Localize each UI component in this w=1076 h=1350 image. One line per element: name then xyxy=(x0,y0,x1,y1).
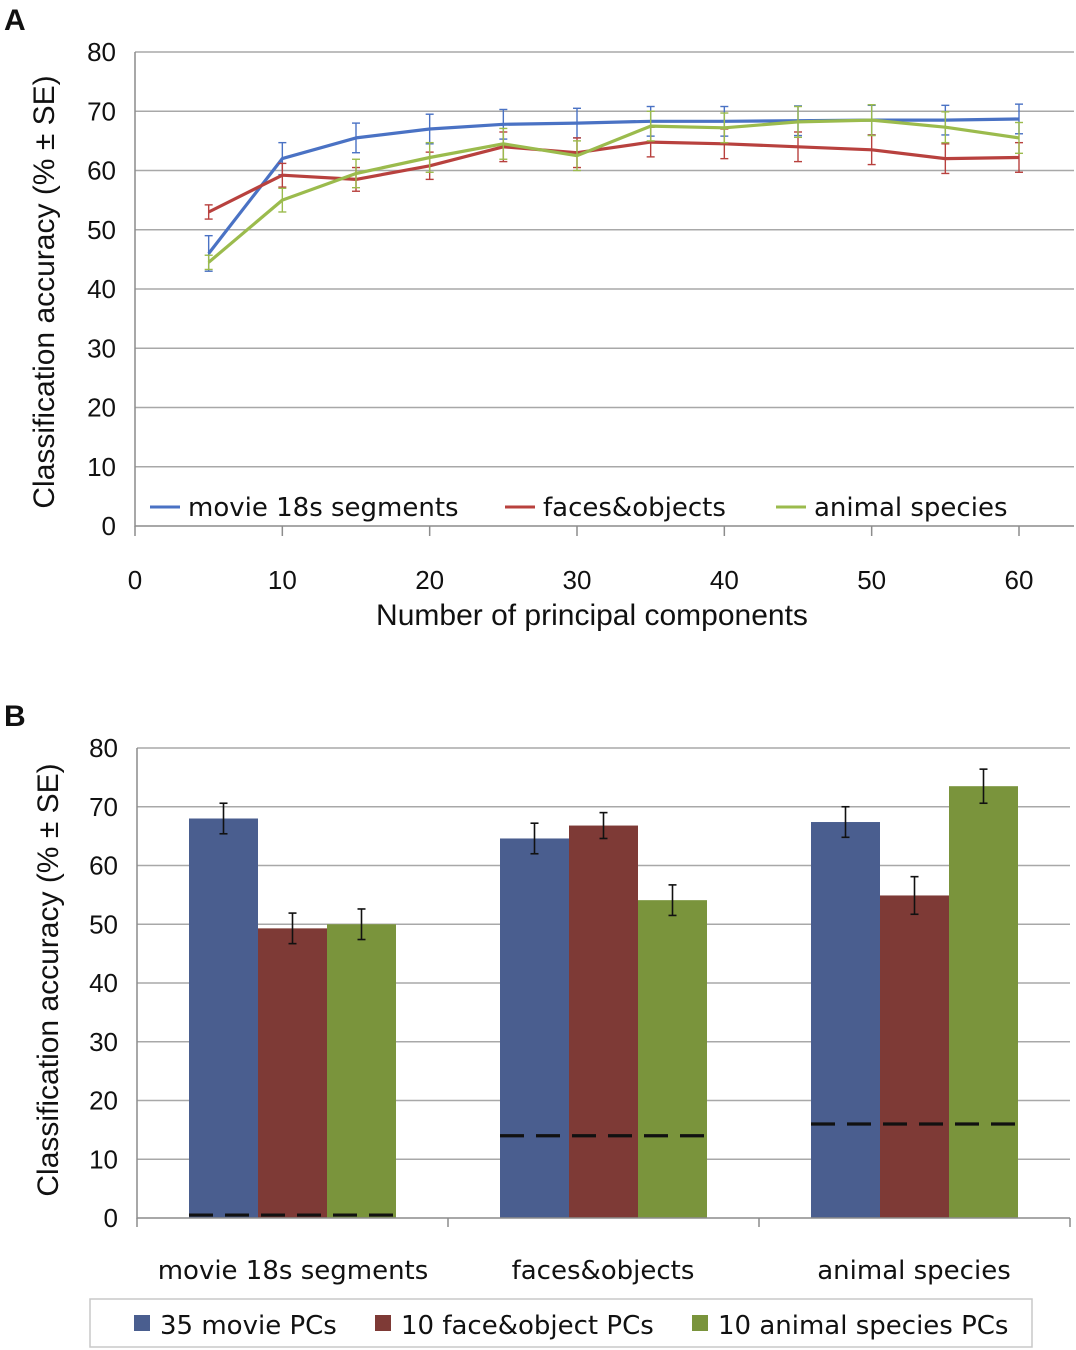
legend-swatch-10-face-object-pcs xyxy=(375,1315,391,1331)
errorbar-animal-species-10-animal-species-pcs xyxy=(979,768,988,805)
x-tick-label-60: 60 xyxy=(1005,565,1034,595)
errorbar-animal-species-20 xyxy=(425,141,434,173)
errorbar-animal-species-30 xyxy=(573,140,581,172)
legend-label-35-movie-pcs: 35 movie PCs xyxy=(160,1311,337,1341)
errorbar-animal-species-60 xyxy=(1015,121,1023,155)
panel-a-y-ticks: 0 10 20 30 40 50 60 70 80 xyxy=(87,37,116,541)
errorbar-faces-objects-55 xyxy=(941,143,950,175)
bar-movie-18s-segments-35-movie-pcs xyxy=(189,818,258,1218)
bar-movie-18s-segments-10-animal-species-pcs xyxy=(327,924,396,1218)
legend-box xyxy=(89,1298,1033,1348)
bar-group-movie-18s-segments xyxy=(189,802,396,1218)
category-label-faces-objects: faces&objects xyxy=(512,1256,695,1286)
errorbar-faces-objects-10-animal-species-pcs xyxy=(668,884,677,917)
bar-group-animal-species xyxy=(811,768,1018,1218)
errorbar-movie-18s-segments-35-movie-pcs xyxy=(219,802,228,835)
panel-b-bar-chart: B 0 10 20 30 40 50 60 70 80 movie 18s segments f… xyxy=(4,700,1071,1348)
errorbar-animal-species-40 xyxy=(720,112,729,144)
line-animal-species xyxy=(207,118,1020,264)
errorbar-faces-objects-5 xyxy=(204,204,213,220)
x-tick-label-40: 40 xyxy=(710,565,739,595)
panel-a-y-axis-title: Classification accuracy (% ± SE) xyxy=(28,75,61,508)
bar-animal-species-35-movie-pcs xyxy=(811,822,880,1218)
panel-b-category-labels: movie 18s segments faces&objects animal … xyxy=(158,1256,1011,1286)
errorbar-animal-species-10-face-object-pcs xyxy=(910,875,919,916)
errorbar-movie-18s-segments-10-face-object-pcs xyxy=(288,912,297,945)
errorbar-faces-objects-10-face-object-pcs xyxy=(599,811,608,840)
y-tick-label-0: 0 xyxy=(102,511,116,541)
line-movie-18s-segments xyxy=(207,117,1020,255)
y-tick-label-20: 20 xyxy=(87,393,116,423)
errorbar-movie-18s-segments-10-animal-species-pcs xyxy=(357,908,366,941)
errorbar-animal-species-35 xyxy=(646,110,655,142)
y-tick-label-40: 40 xyxy=(87,274,116,304)
errorbar-animal-species-25 xyxy=(499,127,508,160)
y-tick-label-50: 50 xyxy=(87,215,116,245)
errorbar-animal-species-45 xyxy=(794,105,802,139)
x-tick-label-0: 0 xyxy=(128,565,142,595)
legend-label-animal-species: animal species xyxy=(814,493,1008,523)
y-tick-label-70: 70 xyxy=(89,792,118,822)
category-label-movie: movie 18s segments xyxy=(158,1256,429,1286)
bar-faces-objects-10-face-object-pcs xyxy=(569,825,638,1218)
x-tick-label-10: 10 xyxy=(268,565,297,595)
category-label-animal-species: animal species xyxy=(817,1256,1011,1286)
series-movie-18s-segments xyxy=(204,103,1023,272)
panel-b-y-axis-title: Classification accuracy (% ± SE) xyxy=(32,763,65,1196)
legend-swatch-35-movie-pcs xyxy=(134,1315,150,1331)
panel-a-x-axis-title: Number of principal components xyxy=(376,599,808,632)
bar-faces-objects-10-animal-species-pcs xyxy=(638,900,707,1218)
series-animal-species xyxy=(204,104,1023,271)
panel-a-letter: A xyxy=(4,4,26,37)
panel-a-gridlines xyxy=(135,51,1074,468)
panel-a-legend: movie 18s segments faces&objects animal … xyxy=(150,493,1008,523)
errorbar-animal-species-35-movie-pcs xyxy=(841,805,850,839)
panel-a-x-ticks: 0 10 20 30 40 50 60 xyxy=(128,565,1034,595)
y-tick-label-40: 40 xyxy=(89,968,118,998)
errorbar-animal-species-15 xyxy=(352,158,360,189)
legend-label-10-face-object-pcs: 10 face&object PCs xyxy=(401,1311,654,1341)
y-tick-label-0: 0 xyxy=(104,1203,118,1233)
errorbar-faces-objects-10 xyxy=(278,162,287,188)
y-tick-label-20: 20 xyxy=(89,1086,118,1116)
legend-swatch-10-animal-species-pcs xyxy=(692,1315,708,1331)
errorbar-faces-objects-35-movie-pcs xyxy=(530,822,539,855)
line-faces-objects xyxy=(207,140,1020,214)
bar-animal-species-10-animal-species-pcs xyxy=(949,786,1018,1218)
y-tick-label-80: 80 xyxy=(89,733,118,763)
y-tick-label-70: 70 xyxy=(87,96,116,126)
y-tick-label-10: 10 xyxy=(87,452,116,482)
panel-a-series xyxy=(204,103,1023,272)
y-tick-label-60: 60 xyxy=(89,851,118,881)
y-tick-label-30: 30 xyxy=(87,333,116,363)
errorbar-animal-species-10 xyxy=(278,187,287,213)
x-tick-label-20: 20 xyxy=(415,565,444,595)
bar-group-faces-objects xyxy=(500,811,707,1218)
bar-movie-18s-segments-10-face-object-pcs xyxy=(258,928,327,1218)
panel-b-bars xyxy=(189,768,1018,1218)
legend-label-faces-objects: faces&objects xyxy=(543,493,726,523)
y-tick-label-80: 80 xyxy=(87,37,116,67)
panel-b-category-ticks xyxy=(136,1218,1071,1227)
y-tick-label-30: 30 xyxy=(89,1027,118,1057)
panel-b-legend: 35 movie PCs 10 face&object PCs 10 anima… xyxy=(89,1298,1033,1348)
y-tick-label-10: 10 xyxy=(89,1144,118,1174)
y-tick-label-60: 60 xyxy=(87,156,116,186)
errorbar-animal-species-5 xyxy=(204,254,213,271)
panel-b-letter: B xyxy=(4,700,26,733)
errorbar-movie-18s-segments-15 xyxy=(352,122,360,154)
bar-faces-objects-35-movie-pcs xyxy=(500,838,569,1218)
errorbar-animal-species-55 xyxy=(941,111,950,144)
x-tick-label-30: 30 xyxy=(563,565,592,595)
y-tick-label-50: 50 xyxy=(89,909,118,939)
panel-b-y-ticks: 0 10 20 30 40 50 60 70 80 xyxy=(89,733,118,1233)
panel-a-x-tick-marks xyxy=(134,526,1020,536)
panel-a-line-chart: A 0 10 20 30 40 50 60 70 80 0 10 20 30 40 50 60 Classi… xyxy=(4,4,1074,632)
errorbar-animal-species-50 xyxy=(867,104,876,137)
legend-label-movie: movie 18s segments xyxy=(188,493,459,523)
legend-label-10-animal-species-pcs: 10 animal species PCs xyxy=(718,1311,1008,1341)
bar-animal-species-10-face-object-pcs xyxy=(880,895,949,1218)
x-tick-label-50: 50 xyxy=(857,565,886,595)
